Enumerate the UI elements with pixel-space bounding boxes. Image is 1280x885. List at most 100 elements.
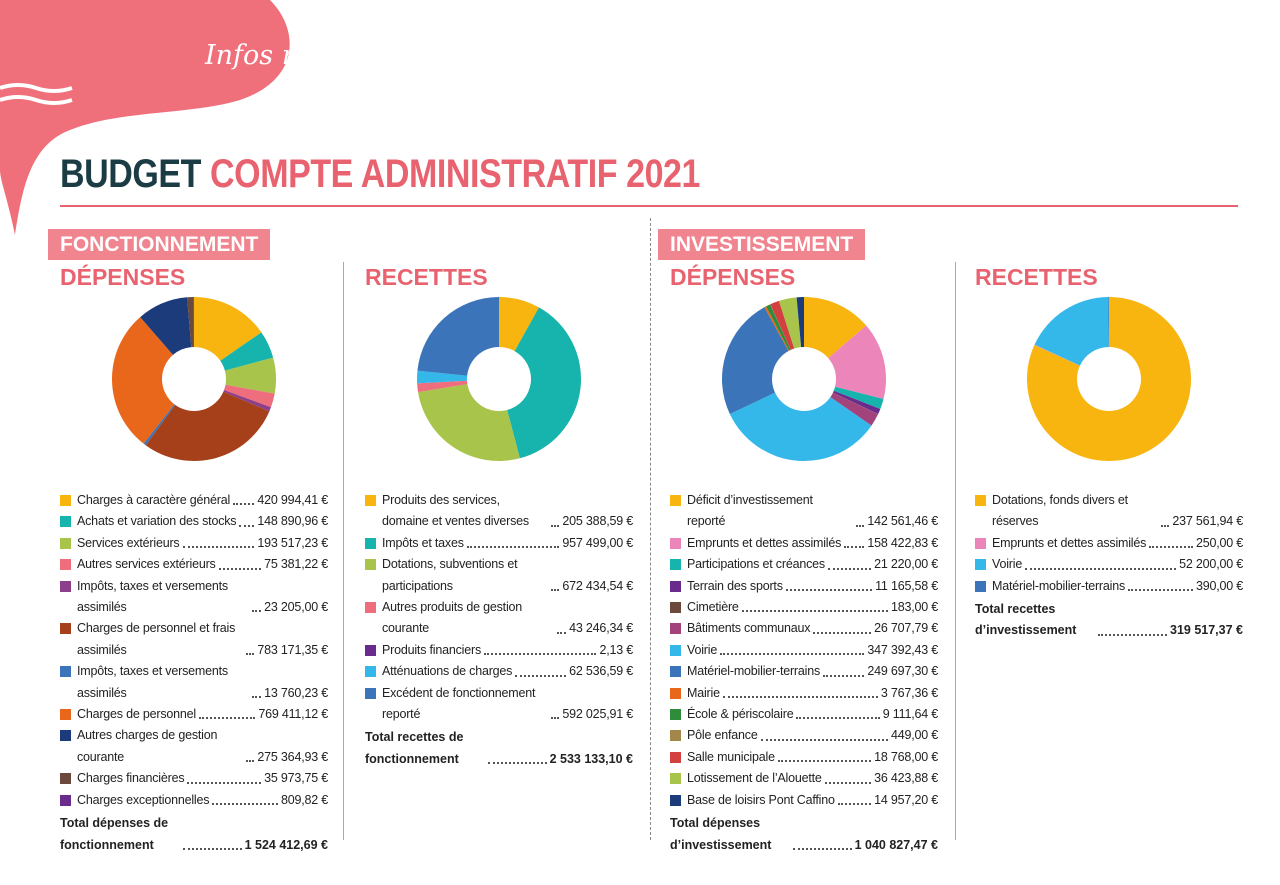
legend-value: 52 200,00 € xyxy=(1179,557,1243,572)
legend-item: Emprunts et dettes assimilés 158 422,83 € xyxy=(670,533,938,554)
legend-value: 769 411,12 € xyxy=(258,707,328,722)
legend-item: Produits financiers 2,13 € xyxy=(365,640,633,661)
total-row: Total dépenses de fonctionnement 1 524 41… xyxy=(60,813,328,856)
total-value: 1 040 827,47 € xyxy=(854,837,938,852)
legend-item: Emprunts et dettes assimilés 250,00 € xyxy=(975,533,1243,554)
leader-dots xyxy=(218,567,262,570)
leader-dots xyxy=(182,546,255,549)
legend-swatch xyxy=(670,730,681,742)
donut-slice xyxy=(194,297,262,361)
leader-dots xyxy=(785,589,873,592)
leader-dots xyxy=(233,503,255,506)
legend: Dotations, fonds divers et réserves 237 5… xyxy=(975,490,1243,597)
leader-dots xyxy=(551,589,560,592)
legend-label: École & périscolaire xyxy=(687,707,794,722)
legend-swatch xyxy=(60,559,71,571)
legend-label: Participations et créances xyxy=(687,557,825,572)
leader-dots xyxy=(551,524,560,527)
donut-slice xyxy=(828,325,886,399)
legend-value: 23 205,00 € xyxy=(264,600,328,615)
legend-value: 347 392,43 € xyxy=(867,642,938,657)
legend-value: 957 499,00 € xyxy=(562,535,633,550)
legend-item: Produits des services, domaine et ventes… xyxy=(365,490,633,533)
legend-item: Autres services extérieurs 75 381,22 € xyxy=(60,554,328,575)
legend: Produits des services, domaine et ventes… xyxy=(365,490,633,725)
legend-value: 183,00 € xyxy=(890,600,938,615)
divider xyxy=(955,262,956,840)
legend-label: Base de loisirs Pont Caffino xyxy=(687,792,835,807)
legend-item: Voirie 347 392,43 € xyxy=(670,640,938,661)
header-blob xyxy=(0,0,290,235)
legend-swatch xyxy=(60,794,71,806)
legend-label: Produits financiers xyxy=(382,642,482,657)
donut-chart xyxy=(722,297,886,461)
total-row: Total recettes d’investissement 319 517,3… xyxy=(975,599,1243,642)
total-value: 2 533 133,10 € xyxy=(549,751,633,766)
legend-value: 142 561,46 € xyxy=(867,514,938,529)
legend-item: Base de loisirs Pont Caffino 14 957,20 € xyxy=(670,790,938,811)
legend-item: Atténuations de charges 62 536,59 € xyxy=(365,661,633,682)
legend-value: 592 025,91 € xyxy=(562,707,633,722)
legend-label: Voirie xyxy=(687,642,718,657)
chart-column: RECETTES Dotations, fonds divers et réser… xyxy=(975,264,1243,642)
donut-slice xyxy=(220,332,274,371)
donut-slice xyxy=(832,390,881,415)
legend-item: Bâtiments communaux 26 707,79 € xyxy=(670,618,938,639)
legend-swatch xyxy=(670,687,681,699)
chart-title: DÉPENSES xyxy=(670,264,796,290)
leader-dots xyxy=(199,717,256,720)
legend-swatch xyxy=(975,495,986,506)
legend-value: 35 973,75 € xyxy=(264,771,328,786)
donut-slice xyxy=(507,307,581,459)
legend-swatch xyxy=(60,580,71,592)
legend-value: 672 434,54 € xyxy=(562,578,633,593)
leader-dots xyxy=(856,524,865,527)
legend-label: Impôts, taxes et versements assimilés xyxy=(77,578,228,615)
legend-item: Impôts, taxes et versements assimilés 23 … xyxy=(60,576,328,619)
legend-label: Autres services extérieurs xyxy=(77,557,216,572)
legend-item: Participations et créances 21 220,00 € xyxy=(670,554,938,575)
legend-item: Autres charges de gestion courante 275 36… xyxy=(60,725,328,768)
section-tag: INVESTISSEMENT xyxy=(658,229,866,260)
leader-dots xyxy=(1128,589,1193,592)
chart-title: DÉPENSES xyxy=(60,264,186,290)
legend-item: Charges financières 35 973,75 € xyxy=(60,768,328,789)
donut-slice xyxy=(1034,344,1080,366)
legend-label: Emprunts et dettes assimilés xyxy=(687,535,842,550)
leader-dots xyxy=(720,653,865,656)
legend-item: Dotations, subventions et participations… xyxy=(365,554,633,597)
donut-slice xyxy=(224,384,275,408)
legend-item: Services extérieurs 193 517,23 € xyxy=(60,533,328,554)
legend-value: 18 768,00 € xyxy=(874,749,938,764)
leader-dots xyxy=(252,610,262,613)
wave-icon xyxy=(0,83,73,105)
donut-slice xyxy=(796,297,804,348)
legend-swatch xyxy=(60,516,71,528)
donut-slice xyxy=(417,380,468,393)
legend-swatch xyxy=(60,623,71,635)
legend-label: Dotations, fonds divers et réserves xyxy=(992,493,1128,529)
donut-slice xyxy=(833,386,884,409)
donut-slice xyxy=(766,304,791,351)
leader-dots xyxy=(239,524,255,527)
legend-value: 420 994,41 € xyxy=(257,493,328,507)
legend-swatch xyxy=(670,537,681,549)
legend-value: 36 423,88 € xyxy=(874,771,938,786)
legend-label: Charges à caractère général xyxy=(77,493,231,507)
legend-swatch xyxy=(670,644,681,656)
chart-column: DÉPENSES Charges à caractère général 420 9… xyxy=(60,264,328,856)
legend-label: Lotissement de l’Alouette xyxy=(687,771,822,786)
chart-column: DÉPENSES Déficit d’investissement reporté… xyxy=(670,264,938,856)
legend-swatch xyxy=(670,602,681,614)
donut-slice xyxy=(112,317,175,444)
legend-label: Bâtiments communaux xyxy=(687,621,811,636)
leader-dots xyxy=(1161,524,1170,527)
chart-title: RECETTES xyxy=(365,264,488,290)
page-title: BUDGET COMPTE ADMINISTRATIF 2021 xyxy=(60,152,700,197)
total-label: Total dépenses d’investissement xyxy=(670,816,772,852)
donut-slice xyxy=(140,297,192,355)
legend-label: Pôle enfance xyxy=(687,728,758,743)
legend-swatch xyxy=(60,537,71,549)
